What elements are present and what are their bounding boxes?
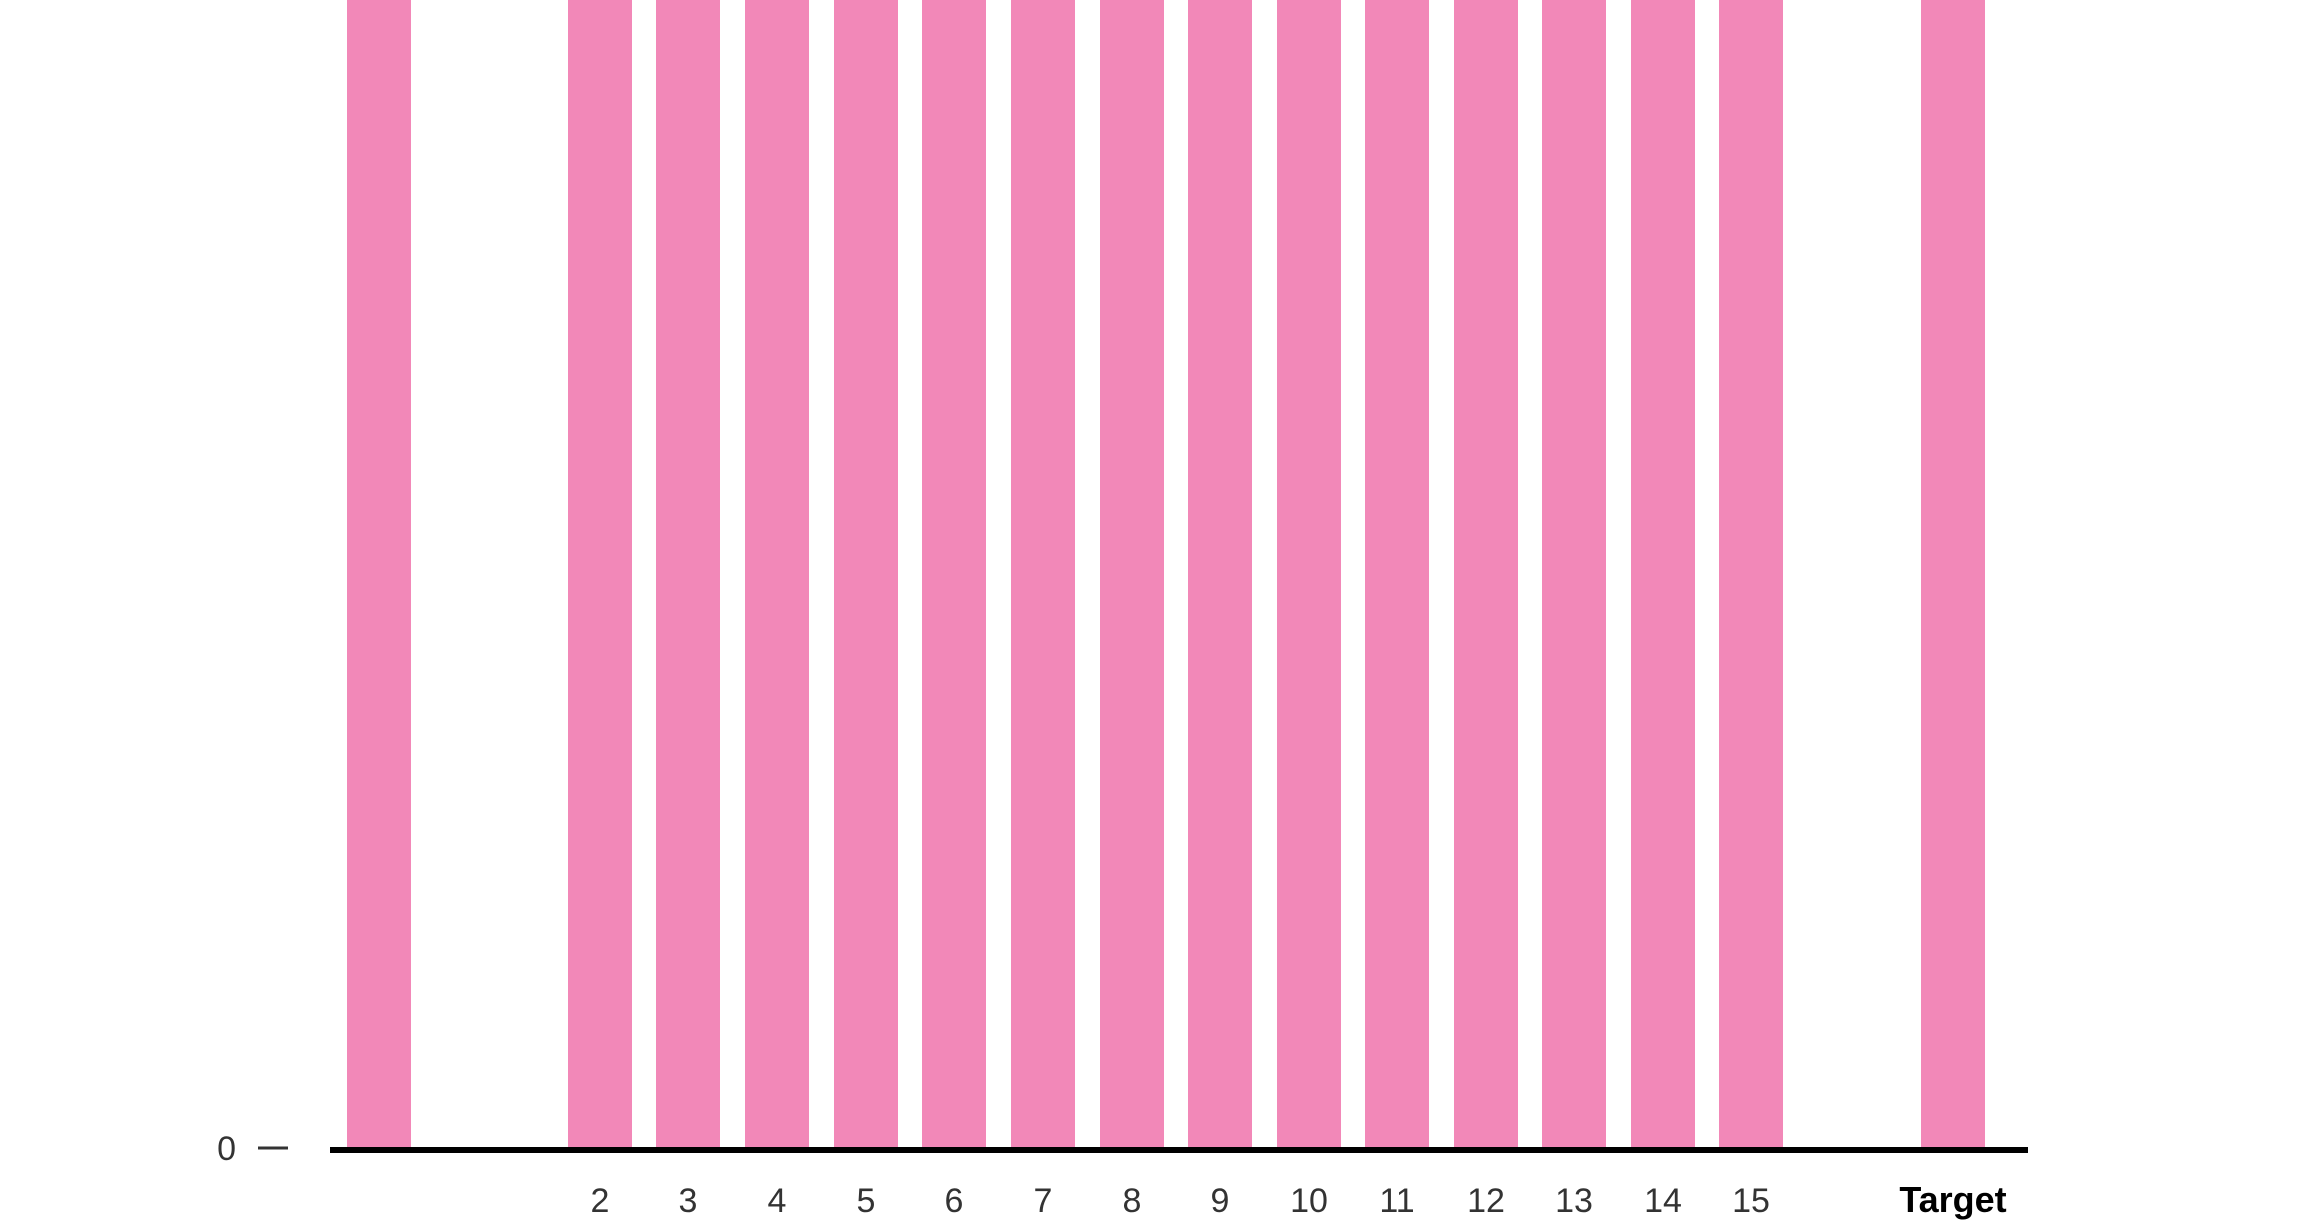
x-tick-label: 10 <box>1290 1182 1328 1220</box>
bar-segment-pink <box>922 0 986 1148</box>
bar-segment-pink <box>1100 0 1164 1148</box>
x-tick-label: 3 <box>679 1182 698 1220</box>
bar-segment-pink <box>1365 0 1429 1148</box>
bar-segment-pink <box>1277 0 1341 1148</box>
x-tick-label: 11 <box>1379 1182 1414 1220</box>
bar-segment-pink <box>745 0 809 1148</box>
x-tick-label: 4 <box>768 1182 787 1220</box>
bar-segment-pink <box>1631 0 1695 1148</box>
bar-segment-pink <box>1542 0 1606 1148</box>
y-tick-label: 0 <box>217 1130 236 1168</box>
x-tick-label: Target <box>1899 1179 2006 1220</box>
x-tick-label: 2 <box>591 1182 610 1220</box>
bar-segment-pink <box>656 0 720 1148</box>
x-tick-label: 15 <box>1732 1182 1770 1220</box>
bar-segment-pink <box>1719 0 1783 1148</box>
x-tick-label: 6 <box>945 1182 964 1220</box>
bar-segment-pink <box>1454 0 1518 1148</box>
x-tick-label: 14 <box>1644 1182 1682 1220</box>
x-tick-label: 7 <box>1034 1182 1053 1220</box>
x-tick-label: 5 <box>857 1182 876 1220</box>
x-tick-label: 12 <box>1467 1182 1505 1220</box>
bar-segment-pink <box>1921 0 1985 1148</box>
x-tick-label: 8 <box>1123 1182 1142 1220</box>
x-tick-label: 9 <box>1211 1182 1230 1220</box>
bar-segment-pink <box>347 0 411 1148</box>
bar-segment-pink <box>1188 0 1252 1148</box>
bar-segment-pink <box>568 0 632 1148</box>
bar-segment-pink <box>834 0 898 1148</box>
x-tick-label: 13 <box>1555 1182 1593 1220</box>
bar-segment-pink <box>1011 0 1075 1148</box>
